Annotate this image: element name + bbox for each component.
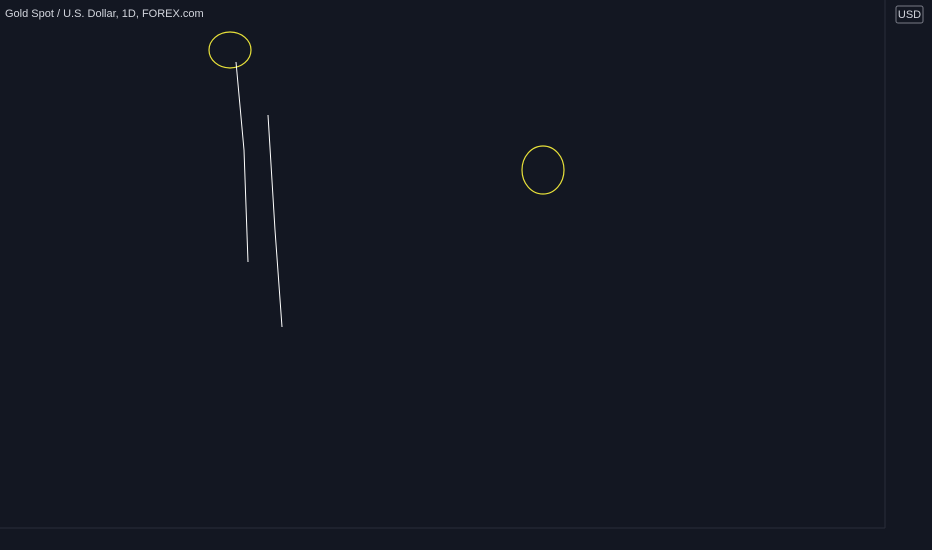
price-axis <box>885 0 932 550</box>
wave-line <box>235 61 249 263</box>
currency-box[interactable] <box>895 5 924 24</box>
currency[interactable]: USD <box>898 9 921 21</box>
chart-title: Gold Spot / U.S. Dollar, 1D, FOREX.com <box>5 8 204 20</box>
target-ellipse <box>208 31 252 69</box>
target-ellipse <box>521 145 565 195</box>
time-axis <box>0 528 932 550</box>
wave-line <box>267 114 283 328</box>
